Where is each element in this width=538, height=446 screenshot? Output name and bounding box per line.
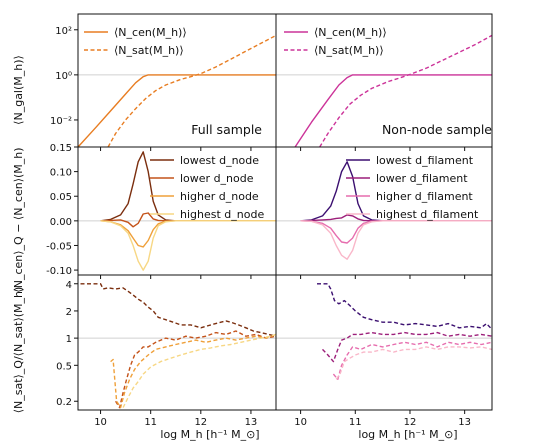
- y-tick-label: 0.2: [56, 397, 72, 408]
- legend-top-left: ⟨N_cen(M_h)⟩ ⟨N_sat(M_h)⟩: [84, 26, 187, 57]
- x-axis-label-right: log M_h [h⁻¹ M_⊙]: [358, 428, 457, 441]
- series-line: [115, 330, 277, 409]
- y-tick-label: -0.10: [46, 266, 72, 277]
- series-line: [321, 331, 493, 363]
- x-tick-label: 10: [94, 417, 107, 428]
- series-line: [300, 220, 492, 260]
- series-line: [100, 220, 276, 271]
- x-tick-label: 10: [294, 417, 307, 428]
- legend-entry: lowest d_filament: [376, 154, 474, 167]
- y-tick-label: 0.10: [50, 168, 72, 179]
- x-tick-label: 13: [245, 417, 258, 428]
- series-line: [319, 34, 493, 148]
- note-full-sample: Full sample: [191, 122, 262, 137]
- series-line: [294, 74, 492, 148]
- y-axis-label-bottom: ⟨N_sat⟩_Q/⟨N_sat⟩(M_h): [12, 287, 25, 414]
- y-tick-label: -0.05: [46, 241, 72, 252]
- legend-entry: lower d_filament: [376, 172, 468, 185]
- panel-frame: [77, 274, 277, 411]
- legend-entry: highest d_node: [180, 208, 264, 221]
- y-tick-label: 0.05: [50, 192, 72, 203]
- legend-entry: lowest d_node: [180, 154, 259, 167]
- series-line: [332, 341, 493, 380]
- y-tick-label: 10²: [55, 26, 72, 37]
- series-line: [110, 333, 277, 409]
- y-tick-label: 4: [66, 280, 72, 291]
- panel-bottom-right: 10 11 12 13: [275, 274, 493, 428]
- x-tick-label: 12: [404, 417, 417, 428]
- legend-entry: ⟨N_sat(M_h)⟩: [114, 44, 184, 57]
- series-line: [300, 161, 492, 222]
- x-tick-label: 11: [144, 417, 157, 428]
- x-tick-label: 11: [349, 417, 362, 428]
- legend-entry: lower d_node: [180, 172, 254, 185]
- legend-top-right: ⟨N_cen(M_h)⟩ ⟨N_sat(M_h)⟩: [284, 26, 387, 57]
- y-tick-label: 10⁰: [55, 71, 72, 82]
- series-line: [80, 283, 277, 337]
- legend-entry: ⟨N_cen(M_h)⟩: [114, 26, 187, 39]
- series-line: [100, 151, 276, 222]
- y-tick-label: 1: [66, 334, 72, 345]
- series-line: [77, 74, 276, 148]
- y-tick-label: 2: [66, 307, 72, 318]
- series-line: [122, 333, 277, 408]
- panel-mid-right: [275, 146, 493, 279]
- x-tick-label: 12: [194, 417, 207, 428]
- y-tick-label: 10⁻²: [50, 116, 72, 127]
- y-axis-label-top: ⟨N_gal(M_h)⟩: [12, 55, 25, 125]
- panel-frame: [275, 274, 493, 411]
- x-axis-label-left: log M_h [h⁻¹ M_⊙]: [160, 428, 259, 441]
- y-tick-label: 0.00: [50, 217, 72, 228]
- series-line: [317, 283, 493, 330]
- y-axis-label-mid: ⟨N_cen⟩_Q − ⟨N_cen⟩(M_h): [12, 147, 25, 292]
- x-tick-label: 13: [458, 417, 471, 428]
- y-tick-label: 0.15: [50, 143, 72, 154]
- legend-entry: higher d_node: [180, 190, 259, 203]
- series-line: [100, 220, 276, 248]
- series-line: [335, 346, 493, 380]
- note-non-node-sample: Non-node sample: [382, 122, 492, 137]
- legend-entry: ⟨N_cen(M_h)⟩: [314, 26, 387, 39]
- legend-entry: highest d_filament: [376, 208, 479, 221]
- y-tick-label: 0.5: [56, 361, 72, 372]
- legend-entry: higher d_filament: [376, 190, 473, 203]
- legend-entry: ⟨N_sat(M_h)⟩: [314, 44, 384, 57]
